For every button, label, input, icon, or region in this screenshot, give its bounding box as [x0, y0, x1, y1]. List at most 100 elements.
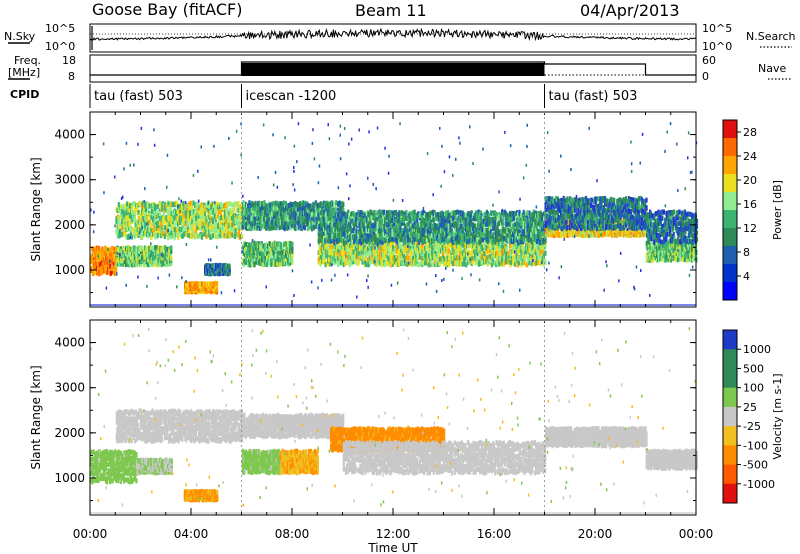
- echo-cell: [398, 261, 401, 267]
- echo-cell: [247, 245, 250, 251]
- echo-cell: [407, 255, 410, 261]
- echo-cell: [144, 207, 147, 213]
- echo-cell: [245, 245, 248, 250]
- echo-cell: [195, 202, 198, 208]
- noise-left-tick-top: 10^5: [45, 22, 75, 35]
- freq-strip-frame: [89, 54, 697, 83]
- echo-cell: [409, 237, 412, 243]
- echo-cell: [117, 202, 120, 208]
- echo-cell: [222, 214, 225, 220]
- echo-cell: [302, 207, 305, 213]
- echo-cell: [162, 231, 165, 237]
- echo-cell: [183, 204, 186, 210]
- echo-cell: [150, 208, 154, 214]
- freq-label-line2: [MHz]: [8, 66, 40, 79]
- echo-cell: [263, 216, 266, 222]
- echo-cell: [390, 243, 393, 248]
- echo-cell: [259, 217, 262, 223]
- echo-cell: [285, 241, 288, 247]
- echo-cell: [392, 239, 395, 245]
- echo-cell: [234, 213, 237, 219]
- echo-cell: [211, 216, 214, 222]
- echo-cell: [333, 260, 336, 266]
- echo-cell: [131, 234, 134, 240]
- echo-cell: [311, 212, 314, 217]
- echo-cell: [244, 221, 248, 227]
- echo-cell: [138, 215, 141, 221]
- echo-cell: [123, 225, 126, 231]
- echo-cell: [94, 265, 97, 271]
- echo-cell: [193, 284, 196, 290]
- echo-cell: [281, 256, 284, 262]
- echo-cell: [102, 268, 105, 274]
- echo-cell: [188, 220, 191, 226]
- echo-cell: [247, 262, 250, 268]
- echo-cell: [243, 201, 246, 207]
- echo-cell: [285, 245, 288, 251]
- noise-trace: [89, 26, 697, 50]
- echo-cell: [224, 209, 227, 215]
- echo-cell: [135, 247, 138, 253]
- echo-cell: [151, 253, 154, 259]
- echo-cell: [154, 217, 157, 223]
- echo-cell: [102, 260, 105, 266]
- echo-cell: [143, 245, 147, 251]
- echo-cell: [155, 234, 158, 240]
- echo-cell: [241, 233, 244, 239]
- echo-cell: [166, 262, 169, 268]
- echo-cell: [325, 200, 328, 206]
- echo-cell: [291, 219, 294, 225]
- echo-cell: [155, 221, 158, 227]
- echo-cell: [170, 211, 173, 217]
- echo-cell: [404, 245, 407, 251]
- echo-cell: [130, 231, 133, 237]
- echo-cell: [111, 259, 114, 265]
- echo-cell: [176, 225, 179, 231]
- echo-cell: [412, 255, 415, 261]
- echo-cell: [242, 211, 245, 217]
- echo-cell: [186, 282, 189, 288]
- echo-cell: [369, 259, 372, 265]
- echo-cell: [266, 262, 269, 268]
- echo-cell: [135, 222, 138, 228]
- echo-cell: [155, 209, 158, 215]
- echo-cell: [321, 256, 324, 262]
- echo-cell: [191, 204, 194, 210]
- echo-cell: [109, 252, 112, 258]
- echo-cell: [144, 212, 147, 218]
- echo-cell: [378, 243, 382, 249]
- echo-cell: [227, 231, 230, 236]
- echo-cell: [322, 250, 325, 256]
- echo-cell: [393, 254, 396, 260]
- echo-cell: [333, 239, 336, 245]
- echo-cell: [334, 258, 337, 264]
- echo-cell: [153, 226, 156, 232]
- echo-cell: [134, 229, 137, 234]
- echo-cell: [281, 203, 284, 209]
- echo-cell: [414, 253, 417, 259]
- echo-cell: [100, 251, 103, 257]
- nsky-label: N.Sky: [4, 30, 36, 43]
- echo-cell: [237, 201, 240, 206]
- echo-cell: [283, 254, 286, 260]
- echo-cell: [107, 253, 110, 259]
- echo-cell: [133, 225, 137, 231]
- echo-cell: [138, 212, 142, 218]
- echo-cell: [206, 269, 209, 275]
- echo-cell: [253, 206, 256, 211]
- echo-cell: [203, 210, 206, 216]
- echo-cell: [210, 281, 214, 287]
- echo-cell: [348, 250, 351, 256]
- echo-cell: [210, 204, 213, 210]
- echo-cell: [356, 242, 359, 248]
- echo-cell: [362, 245, 365, 251]
- echo-cell: [380, 259, 383, 265]
- echo-cell: [266, 211, 269, 217]
- echo-cell: [413, 209, 416, 215]
- echo-cell: [229, 208, 232, 214]
- echo-cell: [281, 249, 284, 255]
- echo-cell: [165, 220, 168, 226]
- echo-cell: [307, 212, 310, 218]
- echo-cell: [283, 241, 286, 247]
- echo-cell: [273, 211, 276, 217]
